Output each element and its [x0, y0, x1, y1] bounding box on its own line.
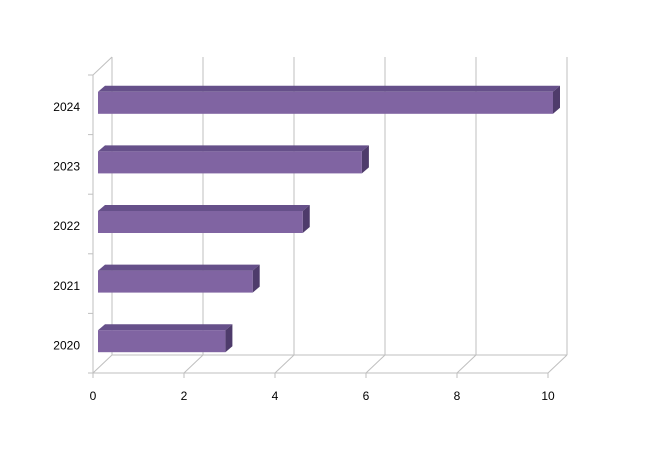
grid-line [274, 354, 295, 374]
bar-side [553, 85, 560, 114]
bar-side [302, 205, 310, 233]
x-tick-label: 6 [363, 389, 370, 403]
bar-top [98, 324, 233, 331]
x-tick-label: 4 [272, 389, 279, 403]
bar-side [225, 324, 233, 353]
bar-top [98, 205, 310, 211]
y-tick-label: 2023 [53, 160, 80, 174]
bar-side [252, 264, 260, 293]
y-tick-label: 2024 [53, 100, 80, 114]
bar [98, 211, 303, 233]
grid-line [92, 354, 113, 374]
bar [98, 330, 226, 353]
x-tick-label: 8 [454, 389, 461, 403]
y-tick-label: 2020 [53, 338, 80, 352]
grid-line [547, 354, 568, 374]
grid-line [456, 354, 477, 374]
grid-line [183, 354, 204, 374]
bar [98, 151, 362, 174]
bar-top [98, 145, 369, 152]
grid-line [365, 354, 386, 374]
x-tick-label: 2 [181, 389, 188, 403]
y-tick-label: 2022 [53, 219, 80, 233]
bar-top [98, 85, 560, 92]
x-tick-label: 0 [90, 389, 97, 403]
bar-top [98, 264, 260, 271]
left-wall [92, 56, 113, 76]
bar [98, 270, 253, 293]
bar-side [361, 145, 369, 174]
x-tick-label: 10 [541, 389, 555, 403]
bar [98, 91, 553, 114]
y-tick-label: 2021 [53, 279, 80, 293]
